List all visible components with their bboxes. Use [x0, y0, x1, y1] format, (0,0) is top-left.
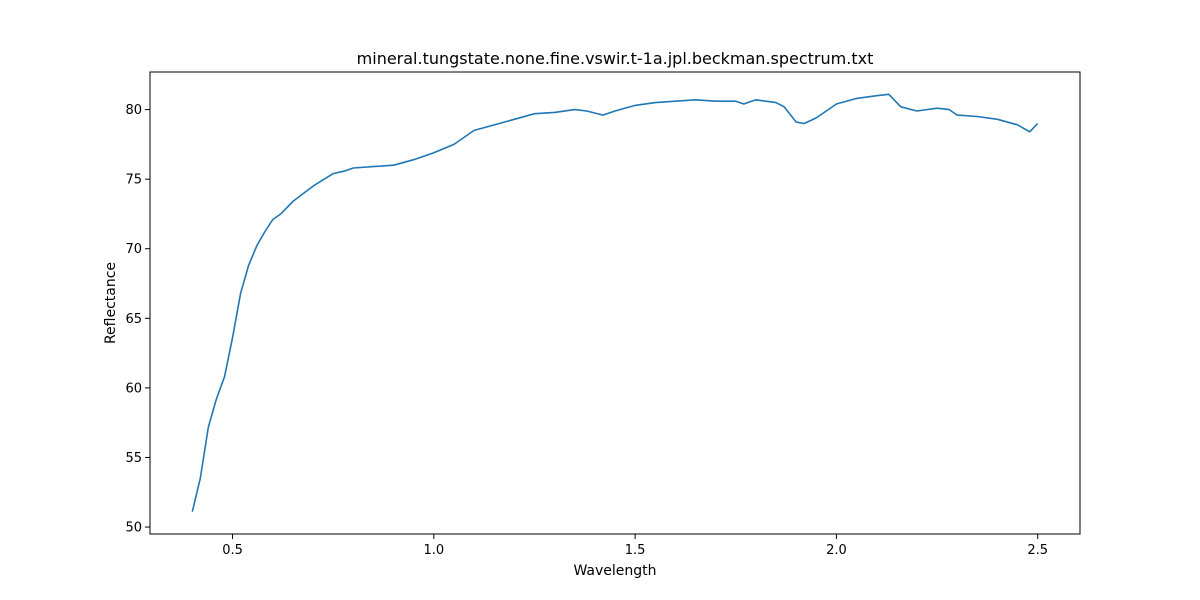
chart-title: mineral.tungstate.none.fine.vswir.t-1a.j…: [357, 49, 874, 68]
x-tick-label: 1.0: [423, 543, 444, 558]
x-tick-label: 0.5: [222, 543, 243, 558]
y-tick-label: 55: [125, 451, 142, 466]
x-tick-label: 2.5: [1027, 543, 1048, 558]
y-tick-label: 50: [125, 521, 142, 536]
x-tick-label: 2.0: [826, 543, 847, 558]
y-tick-label: 70: [125, 242, 142, 257]
axes-frame: [149, 71, 1081, 535]
y-tick-label: 80: [125, 103, 142, 118]
y-tick-label: 65: [125, 312, 142, 327]
series-line-0: [191, 93, 1039, 512]
y-tick-label: 75: [125, 173, 142, 188]
x-tick-label: 1.5: [625, 543, 646, 558]
x-axis-label: Wavelength: [573, 563, 656, 579]
y-tick-label: 60: [125, 381, 142, 396]
y-axis-label: Reflectance: [103, 262, 119, 344]
